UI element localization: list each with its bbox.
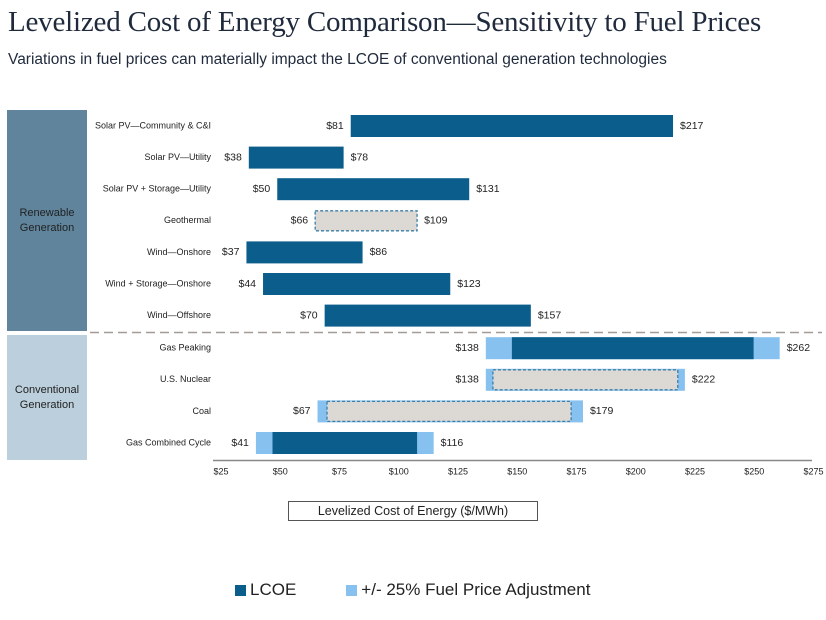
high-value-label: $179 bbox=[590, 405, 614, 417]
lcoe-bar bbox=[511, 337, 754, 360]
high-value-label: $116 bbox=[441, 437, 464, 449]
x-tick-label: $150 bbox=[507, 466, 527, 476]
lcoe-bar bbox=[263, 273, 451, 295]
low-value-label: $138 bbox=[455, 374, 479, 386]
legend-label-lcoe: LCOE bbox=[250, 580, 297, 599]
high-value-label: $109 bbox=[424, 215, 448, 227]
low-value-label: $70 bbox=[300, 309, 318, 321]
high-value-label: $78 bbox=[351, 151, 369, 163]
lcoe-bar bbox=[246, 241, 363, 264]
lcoe-bar bbox=[492, 369, 679, 391]
chart-subtitle: Variations in fuel prices can materially… bbox=[8, 51, 667, 68]
low-value-label: $67 bbox=[293, 405, 311, 417]
category-label: Solar PV—Utility bbox=[144, 152, 211, 162]
category-label: Wind + Storage—Onshore bbox=[105, 278, 211, 288]
x-tick-label: $100 bbox=[389, 466, 409, 476]
low-value-label: $138 bbox=[455, 342, 479, 354]
low-value-label: $50 bbox=[253, 183, 271, 195]
lcoe-bar bbox=[326, 400, 572, 423]
low-value-label: $44 bbox=[238, 278, 256, 290]
lcoe-bar bbox=[324, 304, 531, 327]
legend-swatch-fuel-adjustment bbox=[346, 584, 358, 596]
high-value-label: $217 bbox=[680, 120, 704, 132]
group-label-conventional: Conventional bbox=[15, 384, 79, 396]
legend-label-fuel-adjustment: +/- 25% Fuel Price Adjustment bbox=[361, 580, 591, 599]
category-label: U.S. Nuclear bbox=[160, 374, 211, 384]
low-value-label: $41 bbox=[231, 437, 249, 449]
category-label: Gas Combined Cycle bbox=[126, 437, 211, 447]
x-tick-label: $200 bbox=[626, 466, 646, 476]
x-tick-label: $25 bbox=[213, 466, 228, 476]
category-label: Geothermal bbox=[164, 215, 211, 225]
high-value-label: $123 bbox=[457, 278, 481, 290]
chart-title: Levelized Cost of Energy Comparison—Sens… bbox=[8, 6, 762, 38]
x-tick-label: $250 bbox=[744, 466, 764, 476]
group-panel-conventional bbox=[7, 335, 87, 460]
low-value-label: $81 bbox=[326, 120, 344, 132]
x-tick-label: $175 bbox=[566, 466, 586, 476]
lcoe-bar bbox=[350, 115, 674, 137]
low-value-label: $38 bbox=[224, 151, 242, 163]
x-tick-label: $225 bbox=[685, 466, 705, 476]
lcoe-bar bbox=[277, 178, 470, 201]
category-label: Solar PV + Storage—Utility bbox=[103, 184, 212, 194]
lcoe-bar bbox=[248, 146, 344, 169]
lcoe-bar bbox=[272, 432, 418, 454]
high-value-label: $86 bbox=[370, 246, 388, 258]
x-tick-label: $275 bbox=[803, 466, 823, 476]
group-panel-renewable bbox=[7, 110, 87, 331]
high-value-label: $262 bbox=[787, 342, 811, 354]
category-label: Wind—Onshore bbox=[147, 247, 211, 257]
x-axis-title: Levelized Cost of Energy ($/MWh) bbox=[288, 501, 538, 521]
legend-item-lcoe: LCOE bbox=[235, 580, 296, 600]
group-label-conventional: Generation bbox=[20, 399, 74, 411]
group-label-renewable: Generation bbox=[20, 222, 74, 234]
x-tick-label: $75 bbox=[332, 466, 347, 476]
high-value-label: $157 bbox=[538, 309, 562, 321]
high-value-label: $131 bbox=[476, 183, 500, 195]
category-label: Coal bbox=[192, 406, 211, 416]
legend-swatch-lcoe bbox=[235, 584, 246, 596]
low-value-label: $37 bbox=[222, 246, 240, 258]
lcoe-bar bbox=[314, 210, 418, 232]
x-tick-label: $125 bbox=[448, 466, 468, 476]
x-tick-label: $50 bbox=[273, 466, 288, 476]
category-label: Solar PV—Community & C&I bbox=[95, 120, 211, 130]
category-label: Gas Peaking bbox=[159, 343, 211, 353]
legend: LCOE +/- 25% Fuel Price Adjustment bbox=[235, 580, 590, 600]
group-label-renewable: Renewable bbox=[19, 207, 74, 219]
low-value-label: $66 bbox=[291, 215, 309, 227]
category-label: Wind—Offshore bbox=[147, 310, 211, 320]
high-value-label: $222 bbox=[692, 374, 716, 386]
legend-item-fuel-adjustment: +/- 25% Fuel Price Adjustment bbox=[346, 580, 590, 600]
